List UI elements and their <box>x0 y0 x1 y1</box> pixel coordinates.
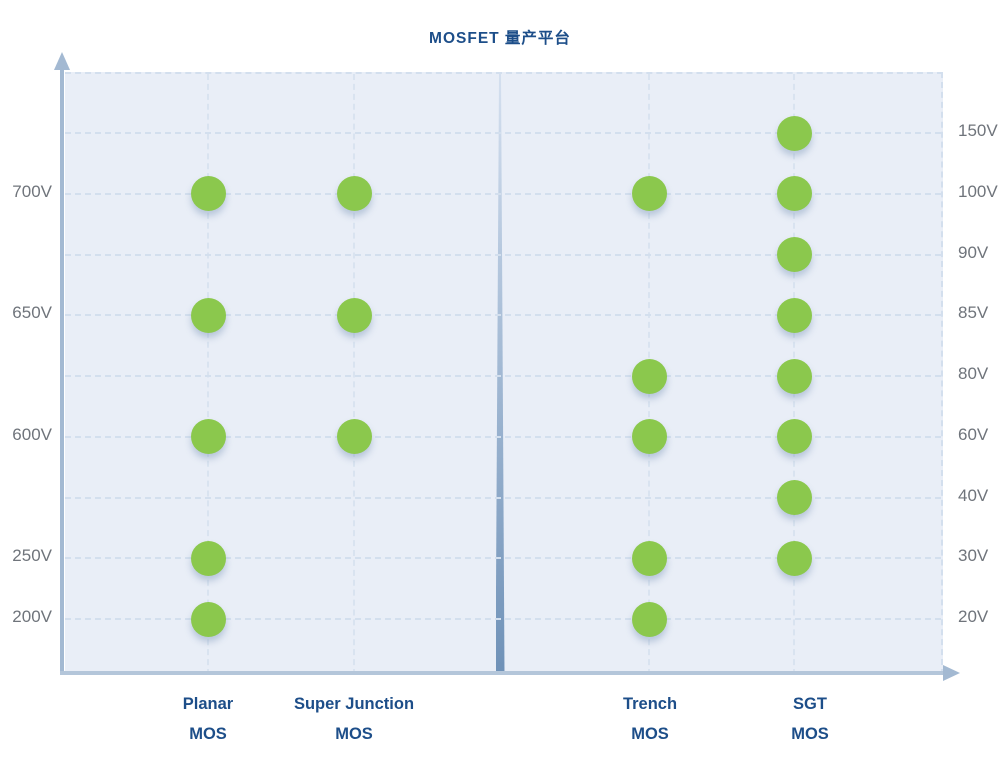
dot-planar-600V <box>190 419 226 455</box>
x-axis-line <box>60 671 945 675</box>
dot-sgt-80V <box>776 358 812 394</box>
dot-trench-30V <box>631 540 667 576</box>
dot-sgt-85V <box>776 297 812 333</box>
left-axis-label-200V: 200V <box>12 607 52 626</box>
right-axis-label-80V: 80V <box>958 364 989 383</box>
category-subname: MOS <box>791 725 829 743</box>
category-name: Planar <box>182 695 234 713</box>
category-label-super_junction: Super Junction MOS <box>244 692 464 746</box>
dot-super_junction-700V <box>336 176 372 212</box>
half-divider-line <box>496 74 505 675</box>
gridline <box>65 435 941 438</box>
left-axis-label-650V: 650V <box>12 303 52 323</box>
left-axis-label-250V: 250V <box>12 546 52 566</box>
gridline <box>65 496 941 499</box>
right-axis-label-100V: 100V <box>958 181 998 201</box>
left-axis-label-700V: 700V <box>12 181 52 201</box>
column-guide-super_junction <box>353 74 355 675</box>
dot-sgt-30V <box>776 540 812 576</box>
right-axis-label-30V: 30V <box>958 546 989 566</box>
gridline <box>65 132 941 134</box>
gridline <box>65 557 941 560</box>
dot-planar-250V <box>190 540 226 576</box>
gridline <box>65 314 941 317</box>
dot-super_junction-600V <box>336 419 372 455</box>
gridline <box>65 375 941 377</box>
category-label-trench: Trench MOS <box>540 692 760 746</box>
category-subname: MOS <box>631 725 669 743</box>
dot-trench-80V <box>631 358 667 394</box>
right-axis-label-20V: 20V <box>958 607 989 626</box>
category-subname: MOS <box>189 725 227 743</box>
category-subname: MOS <box>335 725 373 743</box>
gridline <box>65 253 941 256</box>
y-axis-line <box>60 60 64 675</box>
dot-sgt-100V <box>776 176 812 212</box>
dot-sgt-150V <box>776 115 812 151</box>
category-label-sgt: SGT MOS <box>700 692 920 746</box>
category-label-planar: Planar MOS <box>98 692 318 746</box>
right-axis-label-40V: 40V <box>958 485 989 505</box>
right-axis-label-90V: 90V <box>958 242 989 262</box>
dot-sgt-40V <box>776 480 812 515</box>
dot-super_junction-650V <box>336 297 372 333</box>
left-axis-label-600V: 600V <box>12 424 52 444</box>
dot-sgt-60V <box>776 419 812 455</box>
category-name: Super Junction <box>293 695 415 713</box>
y-axis-arrow-icon <box>54 52 70 70</box>
column-guide-planar <box>207 74 209 675</box>
dot-trench-20V <box>631 601 667 637</box>
dot-planar-650V <box>190 297 226 333</box>
category-name: Trench <box>622 695 678 713</box>
gridline <box>65 192 941 195</box>
category-name: SGT <box>793 695 827 713</box>
right-axis-label-60V: 60V <box>958 424 989 444</box>
dot-trench-100V <box>631 176 667 212</box>
right-axis-label-150V: 150V <box>958 121 998 140</box>
plot-area <box>65 72 943 675</box>
right-axis-label-85V: 85V <box>958 303 989 323</box>
chart-title: MOSFET 量产平台 <box>429 30 571 47</box>
x-axis-arrow-icon <box>943 665 960 681</box>
dot-sgt-90V <box>776 237 812 272</box>
dot-planar-200V <box>190 601 226 637</box>
dot-trench-60V <box>631 419 667 455</box>
gridline <box>65 618 941 620</box>
dot-planar-700V <box>190 176 226 212</box>
